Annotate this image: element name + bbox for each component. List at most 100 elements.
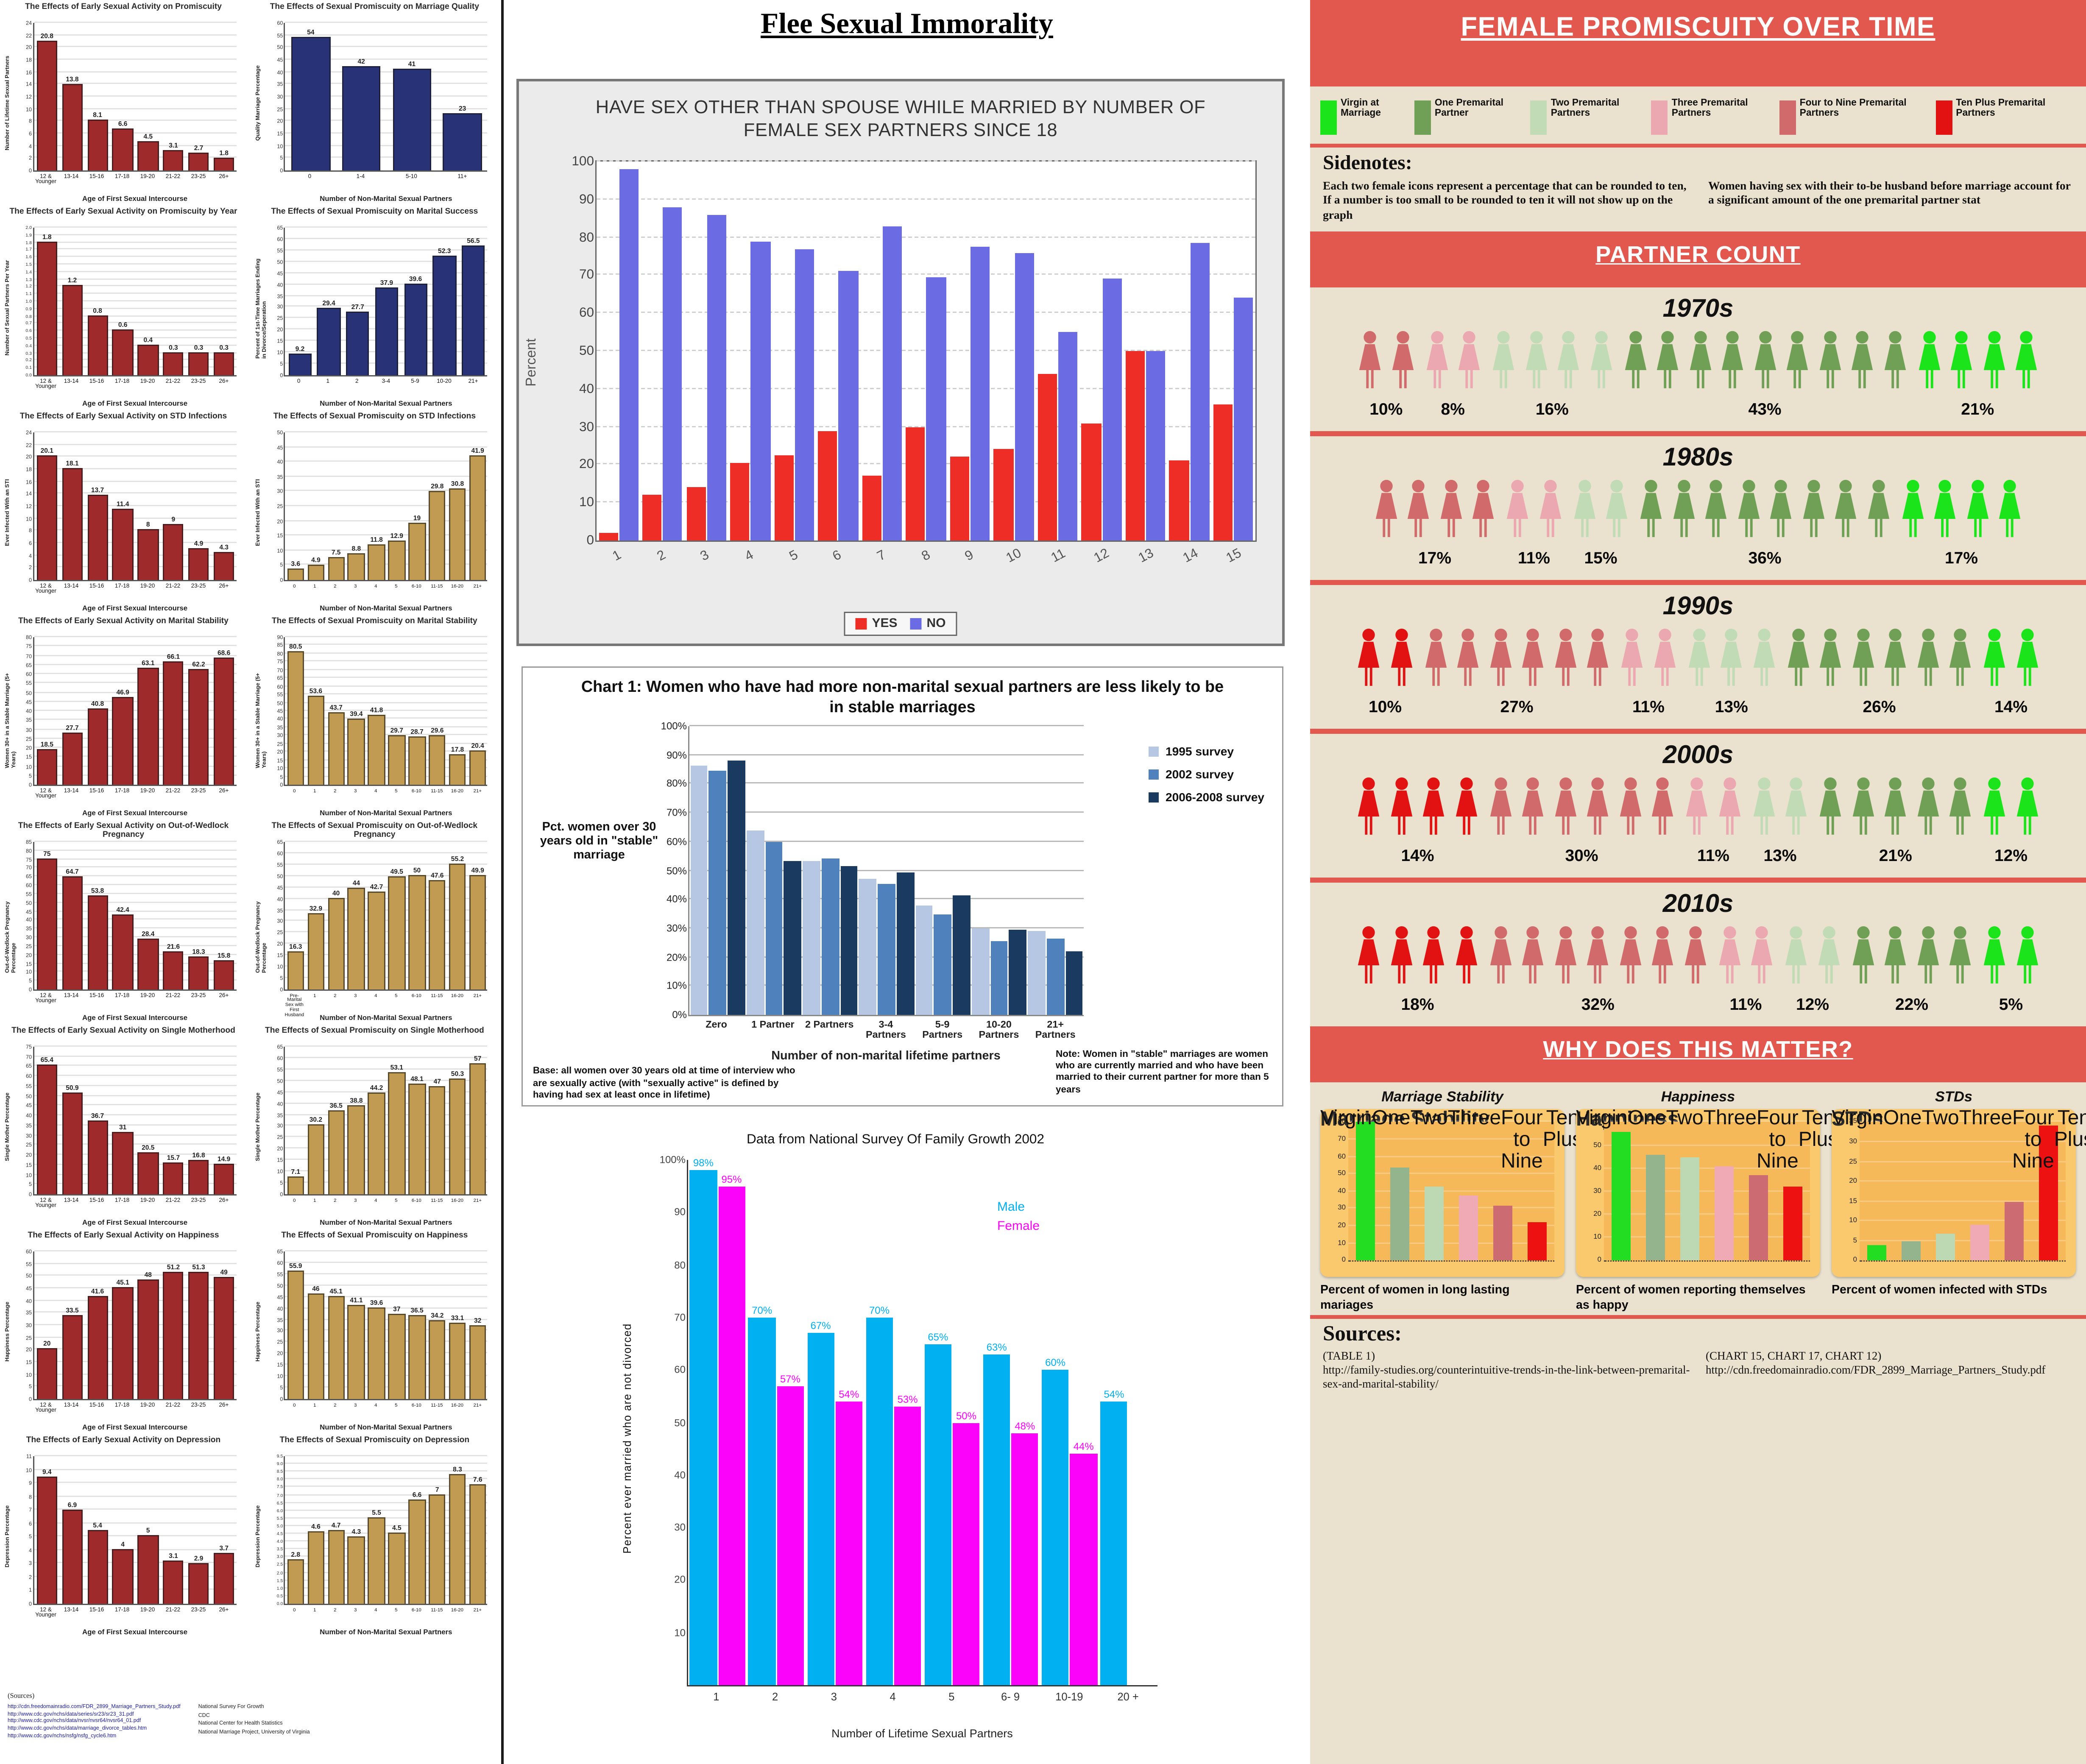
y-axis-title: Ever Infected With an STI xyxy=(4,479,10,546)
bar-value: 1.2 xyxy=(67,278,77,286)
gridline xyxy=(689,783,1084,784)
gridline xyxy=(285,1563,488,1565)
gridline xyxy=(1860,1200,2066,1201)
bar-value: 8.3 xyxy=(453,1466,462,1474)
y-tick-label: 80 xyxy=(579,229,594,245)
woman-icon xyxy=(1624,331,1646,389)
gridline xyxy=(34,636,237,637)
y-tick-label: 5 xyxy=(28,772,32,779)
bar-value: 42 xyxy=(357,58,365,66)
x-tick-label: 13-14 xyxy=(64,377,79,384)
x-labels: Pre-Marital Sex with First Husband 1 2 3 4 5 6… xyxy=(284,993,488,1018)
bar: 30.2 xyxy=(307,1117,325,1194)
group-percentage: 11% xyxy=(1729,995,1762,1014)
gridline xyxy=(285,920,488,922)
y-tick-label: 65 xyxy=(25,873,32,880)
bar xyxy=(821,859,839,1015)
y-tick-label: 10 xyxy=(277,547,283,554)
icons xyxy=(1781,925,1844,986)
mini-title: STDs xyxy=(1935,1090,1973,1106)
gridline xyxy=(34,1075,237,1076)
gridline xyxy=(285,931,488,933)
bar: 0.4 xyxy=(137,337,159,375)
bar-group xyxy=(1707,1122,1741,1261)
icon-group: 32% xyxy=(1485,925,1710,1014)
bar-value: 29.4 xyxy=(322,299,335,307)
gridline xyxy=(285,1548,488,1549)
y-tick-label: 5 xyxy=(280,155,283,162)
bar: 36.5 xyxy=(327,1103,345,1194)
bar: 38.8 xyxy=(348,1097,365,1194)
group-percentage: 21% xyxy=(1879,846,1912,866)
y-tick-label: 55 xyxy=(25,891,32,897)
divider xyxy=(1310,580,2086,586)
x-tick-label: 19-20 xyxy=(140,172,155,179)
x-tick-label: 23-25 xyxy=(191,1196,206,1203)
y-tick-label: 75 xyxy=(25,643,32,650)
bar-group: 49.9 xyxy=(468,842,488,989)
center-column: Flee Sexual Immorality HAVE SEX OTHER TH… xyxy=(504,0,1310,1764)
woman-icon xyxy=(1391,629,1412,686)
chart-title: The Effects of Sexual Promiscuity on STD… xyxy=(273,412,476,421)
source-url: http://www.cdc.gov/nchs/data/marriage_di… xyxy=(8,1725,147,1731)
gridline xyxy=(285,1352,488,1354)
y-tick-label: 65 xyxy=(25,1063,32,1070)
bar-value: 44.2 xyxy=(370,1085,383,1093)
group-percentage: 21% xyxy=(1961,400,1994,419)
bar-group: 33.1 xyxy=(447,1251,468,1399)
source-url: http://cdn.freedomainradio.com/FDR_2899_… xyxy=(1706,1363,2046,1376)
bar-group: 6.6 xyxy=(407,1456,427,1604)
chart-legend: YES NO xyxy=(844,612,957,636)
woman-icon xyxy=(1492,331,1514,389)
gridline xyxy=(34,645,237,647)
bar-value: 41 xyxy=(408,61,416,69)
gridline xyxy=(34,1495,237,1496)
x-axis-title: Number of Non-Marital Sexual Partners xyxy=(320,1629,452,1637)
gridline xyxy=(34,1183,237,1184)
y-tick-label: 40 xyxy=(277,1305,283,1312)
bar: 0.6 xyxy=(112,322,134,375)
bar: 48% xyxy=(1011,1420,1039,1685)
bar-group: 47.6 xyxy=(427,842,447,989)
bar-group xyxy=(1211,162,1255,541)
woman-icon xyxy=(1820,777,1841,835)
y-tick-label: 10 xyxy=(579,495,594,510)
bar-group xyxy=(2031,1122,2066,1261)
woman-icon xyxy=(1657,331,1679,389)
bar-value: 21.6 xyxy=(167,943,180,951)
bar-value: 4.6 xyxy=(311,1523,321,1531)
gridline xyxy=(597,463,1255,465)
gridline xyxy=(285,1363,488,1365)
x-tick-label: 12 xyxy=(1092,546,1113,566)
y-tick-label: 0 xyxy=(1341,1257,1346,1265)
bar-value: 30.8 xyxy=(451,480,464,488)
gridline xyxy=(1348,1138,1554,1140)
y-tick-label: 5 xyxy=(28,1181,32,1188)
icons xyxy=(1636,479,1894,540)
bar xyxy=(990,941,1008,1015)
bar-group: 39.6 xyxy=(366,1251,387,1399)
x-tick-label: 23-25 xyxy=(191,377,206,384)
y-tick-label: 1.5 xyxy=(276,1578,283,1583)
bar: 57 xyxy=(469,1056,486,1194)
gridline xyxy=(34,248,237,250)
bar-group: 4.9 xyxy=(306,432,326,580)
gridline xyxy=(34,226,237,228)
bar-group: 20 xyxy=(34,1251,60,1399)
bar-value: 1.8 xyxy=(219,150,229,158)
gridline xyxy=(285,693,488,695)
legend-swatch xyxy=(855,618,867,630)
gridline xyxy=(34,59,237,60)
x-tick-label: 13-14 xyxy=(64,172,79,179)
bar-group: 20.8 xyxy=(34,23,60,170)
bar-group: 64.7 xyxy=(60,842,85,989)
gridline xyxy=(285,669,488,670)
bar-group: 4.9 xyxy=(186,432,212,580)
x-tick-label: 5-9 Partners xyxy=(922,1019,963,1041)
x-labels: 12 & Younger 13-14 15-16 17-18 19-20 21-22 23-… xyxy=(33,1401,237,1414)
bar xyxy=(934,914,952,1015)
bar-value: 46.9 xyxy=(116,689,129,697)
gridline xyxy=(285,1509,488,1511)
sidenote-left: Each two female icons represent a percen… xyxy=(1323,178,1687,222)
woman-icon xyxy=(2016,777,2038,835)
